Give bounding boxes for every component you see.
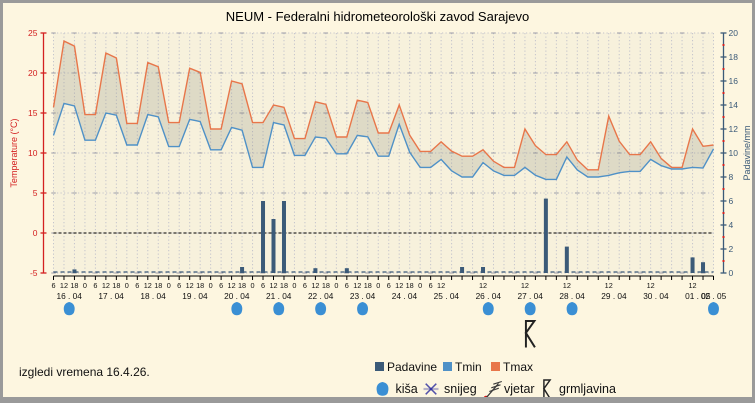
svg-text:12: 12 (144, 281, 152, 290)
svg-text:12: 12 (102, 281, 110, 290)
svg-text:0: 0 (376, 281, 380, 290)
svg-text:Padavine/mm: Padavine/mm (742, 125, 752, 180)
svg-text:-5: -5 (30, 268, 38, 278)
svg-text:20: 20 (729, 28, 739, 38)
svg-text:kiša: kiša (396, 382, 418, 396)
svg-text:12: 12 (60, 281, 68, 290)
svg-text:6: 6 (93, 281, 97, 290)
svg-text:18: 18 (406, 281, 414, 290)
svg-text:18: 18 (729, 52, 739, 62)
svg-text:6: 6 (303, 281, 307, 290)
svg-text:21 . 04: 21 . 04 (266, 291, 292, 301)
svg-text:0: 0 (167, 281, 171, 290)
svg-text:12: 12 (311, 281, 319, 290)
svg-text:30 . 04: 30 . 04 (643, 291, 669, 301)
svg-text:23 . 04: 23 . 04 (350, 291, 376, 301)
svg-text:8: 8 (729, 172, 734, 182)
svg-text:27 . 04: 27 . 04 (517, 291, 543, 301)
svg-text:19 . 04: 19 . 04 (182, 291, 208, 301)
svg-text:14: 14 (729, 100, 739, 110)
svg-text:16 . 04: 16 . 04 (57, 291, 83, 301)
svg-text:0: 0 (334, 281, 338, 290)
svg-text:12: 12 (395, 281, 403, 290)
svg-text:snijeg: snijeg (444, 382, 477, 396)
svg-text:0: 0 (33, 228, 38, 238)
svg-text:18: 18 (70, 281, 78, 290)
svg-text:6: 6 (51, 281, 55, 290)
svg-text:22 . 04: 22 . 04 (308, 291, 334, 301)
svg-text:vjetar: vjetar (504, 382, 535, 396)
svg-text:0: 0 (251, 281, 255, 290)
svg-text:17 . 04: 17 . 04 (98, 291, 124, 301)
svg-text:18: 18 (364, 281, 372, 290)
svg-text:10: 10 (729, 148, 739, 158)
svg-text:12: 12 (479, 281, 487, 290)
svg-text:12: 12 (186, 281, 194, 290)
svg-text:6: 6 (219, 281, 223, 290)
svg-text:5: 5 (33, 188, 38, 198)
svg-text:6: 6 (177, 281, 181, 290)
svg-text:10: 10 (28, 148, 38, 158)
svg-text:26 . 04: 26 . 04 (476, 291, 502, 301)
svg-text:12: 12 (269, 281, 277, 290)
svg-text:02 . 05: 02 . 05 (701, 291, 727, 301)
svg-text:18: 18 (280, 281, 288, 290)
svg-text:18 . 04: 18 . 04 (140, 291, 166, 301)
svg-text:0: 0 (418, 281, 422, 290)
svg-text:grmljavina: grmljavina (559, 382, 616, 396)
svg-text:20: 20 (28, 68, 38, 78)
svg-text:0: 0 (729, 268, 734, 278)
svg-text:18: 18 (154, 281, 162, 290)
svg-text:15: 15 (28, 108, 38, 118)
svg-text:28 . 04: 28 . 04 (559, 291, 585, 301)
svg-text:12: 12 (521, 281, 529, 290)
svg-text:29 . 04: 29 . 04 (601, 291, 627, 301)
svg-text:0: 0 (209, 281, 213, 290)
svg-text:6: 6 (345, 281, 349, 290)
svg-text:12: 12 (729, 124, 739, 134)
svg-text:6: 6 (729, 196, 734, 206)
svg-text:12: 12 (228, 281, 236, 290)
svg-text:16: 16 (729, 76, 739, 86)
svg-text:12: 12 (353, 281, 361, 290)
svg-text:20 . 04: 20 . 04 (224, 291, 250, 301)
svg-text:0: 0 (125, 281, 129, 290)
svg-text:25: 25 (28, 28, 38, 38)
svg-text:2: 2 (729, 244, 734, 254)
svg-text:4: 4 (729, 220, 734, 230)
svg-text:24 . 04: 24 . 04 (392, 291, 418, 301)
svg-text:6: 6 (135, 281, 139, 290)
svg-text:18: 18 (196, 281, 204, 290)
svg-text:12: 12 (437, 281, 445, 290)
svg-text:12: 12 (688, 281, 696, 290)
svg-text:18: 18 (322, 281, 330, 290)
svg-text:6: 6 (387, 281, 391, 290)
svg-text:0: 0 (292, 281, 296, 290)
svg-text:Temperature (°C): Temperature (°C) (9, 118, 19, 187)
svg-text:12: 12 (647, 281, 655, 290)
svg-text:25 . 04: 25 . 04 (434, 291, 460, 301)
svg-text:18: 18 (238, 281, 246, 290)
svg-text:12: 12 (605, 281, 613, 290)
svg-text:0: 0 (83, 281, 87, 290)
svg-text:6: 6 (261, 281, 265, 290)
svg-text:6: 6 (429, 281, 433, 290)
svg-text:12: 12 (563, 281, 571, 290)
svg-text:18: 18 (112, 281, 120, 290)
